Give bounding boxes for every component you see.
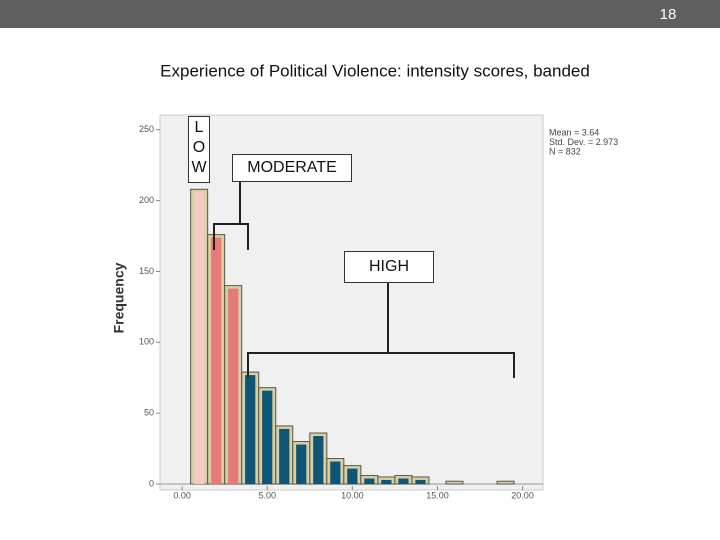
stats-text: Std. Dev. = 2.973 [549, 137, 618, 147]
y-tick-label: 0 [149, 478, 154, 488]
slide-number: 18 [660, 6, 677, 23]
low-label: LOW [188, 116, 210, 183]
x-tick-label: 10.00 [341, 490, 364, 500]
high-label: HIGH [344, 251, 434, 283]
bar-fill [330, 461, 341, 485]
brackets [213, 180, 515, 378]
high-bracket [247, 352, 515, 378]
x-tick-label: 15.00 [426, 490, 449, 500]
y-tick-label: 150 [139, 266, 154, 276]
bar [496, 480, 515, 485]
top-bar [0, 0, 720, 28]
bar-fill [313, 436, 324, 485]
bar-fill [211, 237, 222, 485]
y-axis-label: Frequency [111, 262, 127, 333]
bar-fill [296, 444, 307, 485]
bar-fill [279, 428, 290, 485]
chart-title: Experience of Political Violence: intens… [160, 61, 590, 80]
bar-fill [194, 192, 205, 485]
bar-fill [347, 468, 358, 485]
y-tick-label: 250 [139, 124, 154, 134]
bar-fill [364, 478, 375, 485]
bar-fill [381, 479, 392, 485]
y-tick-label: 50 [144, 408, 154, 418]
bar [445, 480, 464, 485]
bar-fill [228, 288, 239, 485]
moderate-label: MODERATE [232, 154, 352, 182]
y-tick-label: 200 [139, 195, 154, 205]
stats-text: Mean = 3.64 [549, 127, 599, 137]
bar-fill [262, 390, 273, 485]
bar-fill [245, 375, 256, 485]
bar-fill [398, 478, 409, 485]
moderate-bracket [213, 223, 249, 250]
x-tick-label: 20.00 [511, 490, 534, 500]
y-tick-label: 100 [139, 337, 154, 347]
bar-fill [415, 479, 426, 485]
stats-text: N = 832 [549, 146, 581, 156]
x-tick-label: 5.00 [258, 490, 276, 500]
x-tick-label: 0.00 [173, 490, 191, 500]
